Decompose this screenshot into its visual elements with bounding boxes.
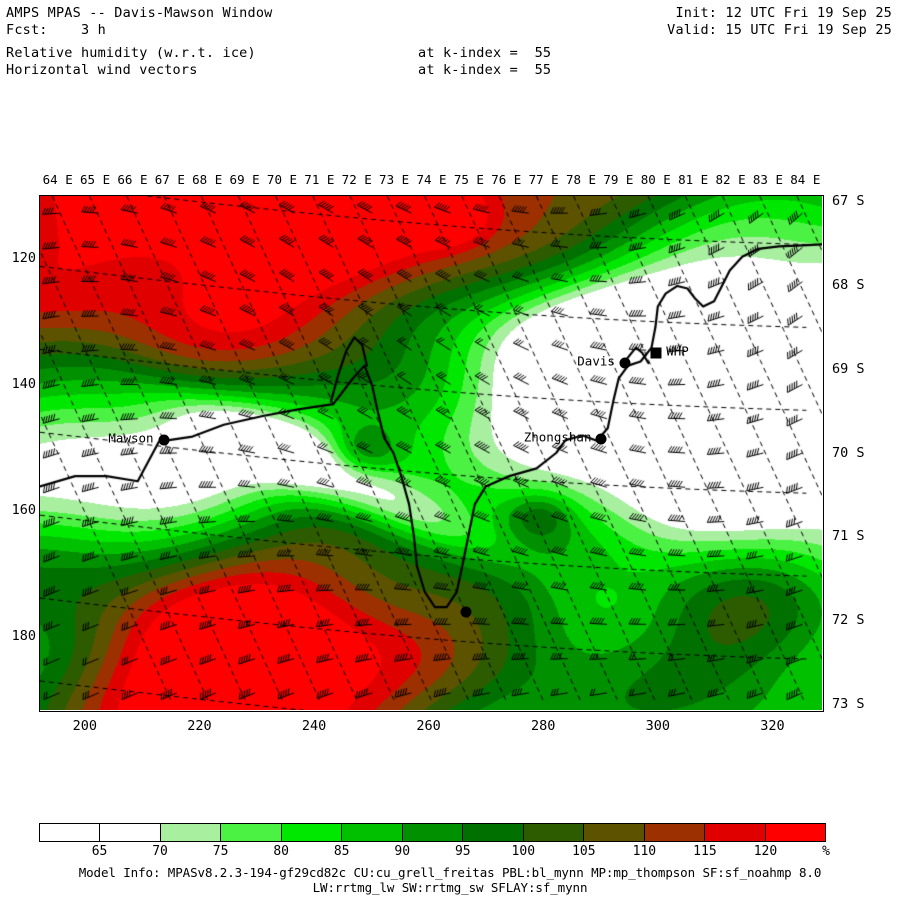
y-tick-label: 180 [11, 628, 36, 645]
colorbar-swatch [342, 824, 403, 841]
station-marker[interactable] [460, 606, 472, 618]
x-tick-label: 320 [760, 718, 785, 734]
colorbar-swatch [281, 824, 343, 841]
colorbar-swatch [100, 824, 161, 841]
y-tick-label: 160 [11, 502, 36, 519]
longitude-axis: 64 E 65 E 66 E 67 E 68 E 69 E 70 E 71 E 72 E 73 E… [39, 172, 824, 190]
colorbar-tick-label: 120 [753, 844, 778, 859]
station-marker[interactable] [619, 357, 631, 369]
colorbar-tick-label: 65 [91, 844, 108, 859]
station-label: Zhongshan [523, 429, 592, 445]
lon-tick-label: 83 E [752, 172, 783, 187]
lon-tick-label: 78 E [565, 172, 597, 187]
init-time: Init: 12 UTC Fri 19 Sep 25 [675, 5, 892, 21]
colorbar-swatch [644, 824, 706, 841]
colorbar-swatch [221, 824, 282, 841]
lon-tick-label: 79 E [603, 172, 634, 187]
colorbar-tick-labels: 65 70 75 80 85 90 95 100 105 110 115 120% [39, 844, 830, 862]
station-marker[interactable] [158, 434, 170, 446]
lon-tick-label: 72 E [341, 172, 372, 187]
lat-tick-label: 71 S [832, 528, 865, 545]
colorbar-tick-label: 90 [394, 844, 411, 859]
x-grid-axis: 200 220 240 260 280 300 320 [39, 718, 824, 738]
lat-tick-label: 67 S [832, 193, 865, 209]
x-tick-label: 260 [416, 718, 441, 734]
lat-tick-label: 72 S [832, 612, 865, 629]
field-1-label: Relative humidity (w.r.t. ice) [6, 45, 256, 61]
map-plot-area[interactable]: Mawson Davis Zhongshan WHP [39, 195, 824, 712]
colorbar-tick-label: 85 [333, 844, 350, 859]
x-tick-label: 300 [645, 718, 671, 734]
lon-tick-label: 69 E [229, 172, 260, 187]
colorbar-swatch [584, 824, 645, 841]
colorbar-swatch [160, 824, 222, 841]
y-grid-axis: 120 140 160 180 [0, 195, 36, 712]
colorbar-swatch [463, 824, 524, 841]
lat-tick-label: 68 S [832, 276, 865, 293]
colorbar-tick-label: 110 [632, 844, 657, 859]
latitude-axis: 67 S 68 S 69 S 70 S 71 S 72 S 73 S [832, 193, 898, 712]
lon-tick-label: 70 E [266, 172, 298, 187]
lon-tick-label: 81 E [678, 172, 709, 187]
colorbar-swatches [39, 823, 826, 842]
lat-tick-label: 73 S [832, 696, 865, 712]
colorbar-swatch [705, 824, 766, 841]
valid-time: Valid: 15 UTC Fri 19 Sep 25 [667, 22, 892, 38]
field-1-k-index: at k-index = 55 [418, 45, 552, 61]
colorbar-tick-label: 95 [454, 844, 471, 859]
lon-tick-label: 80 E [640, 172, 671, 187]
lon-tick-label: 67 E [154, 172, 185, 187]
model-info-line-1: Model Info: MPASv8.2.3-194-gf29cd82c CU:… [78, 865, 822, 880]
x-tick-label: 280 [531, 718, 556, 734]
station-marker[interactable] [595, 433, 607, 445]
field-2-label: Horizontal wind vectors [6, 62, 198, 78]
colorbar-tick-label: 80 [273, 844, 289, 859]
x-tick-label: 220 [187, 718, 212, 734]
lon-tick-label: 76 E [491, 172, 522, 187]
lat-tick-label: 69 S [832, 360, 865, 377]
colorbar-tick-label: 75 [212, 844, 229, 859]
station-marker[interactable] [650, 347, 662, 359]
station-label: Mawson [108, 430, 154, 446]
x-tick-label: 200 [72, 718, 98, 734]
colorbar-tick-label: 70 [152, 844, 168, 859]
colorbar-tick-label: 100 [511, 844, 536, 859]
colorbar-tick-label: % [822, 844, 830, 859]
station-label: WHP [666, 343, 689, 359]
lon-tick-label: 74 E [416, 172, 447, 187]
relative-humidity-field [40, 196, 822, 710]
lon-tick-label: 65 E [80, 172, 111, 187]
y-tick-label: 140 [11, 376, 36, 393]
lon-tick-label: 84 E [790, 172, 821, 187]
lon-tick-label: 77 E [528, 172, 559, 187]
colorbar-swatch [402, 824, 464, 841]
lon-tick-label: 73 E [379, 172, 410, 187]
lon-tick-label: 66 E [117, 172, 148, 187]
colorbar-swatch [523, 824, 585, 841]
colorbar-tick-label: 115 [693, 844, 717, 859]
y-tick-label: 120 [11, 250, 36, 267]
x-tick-label: 240 [301, 718, 327, 734]
page-title: AMPS MPAS -- Davis-Mawson Window [6, 5, 273, 21]
lon-tick-label: 71 E [304, 172, 335, 187]
field-2-k-index: at k-index = 55 [418, 62, 552, 78]
lat-tick-label: 70 S [832, 444, 865, 461]
colorbar [39, 823, 826, 842]
lon-tick-label: 75 E [453, 172, 484, 187]
model-info-line-2: LW:rrtmg_lw SW:rrtmg_sw SFLAY:sf_mynn [312, 880, 588, 895]
forecast-hour: Fcst: 3 h [6, 22, 106, 38]
colorbar-tick-label: 105 [572, 844, 596, 859]
lon-tick-label: 82 E [715, 172, 746, 187]
lon-tick-label: 68 E [192, 172, 223, 187]
station-label: Davis [577, 353, 615, 369]
colorbar-swatch [765, 824, 826, 841]
lon-tick-label: 64 E [42, 172, 73, 187]
colorbar-swatch [40, 824, 101, 841]
